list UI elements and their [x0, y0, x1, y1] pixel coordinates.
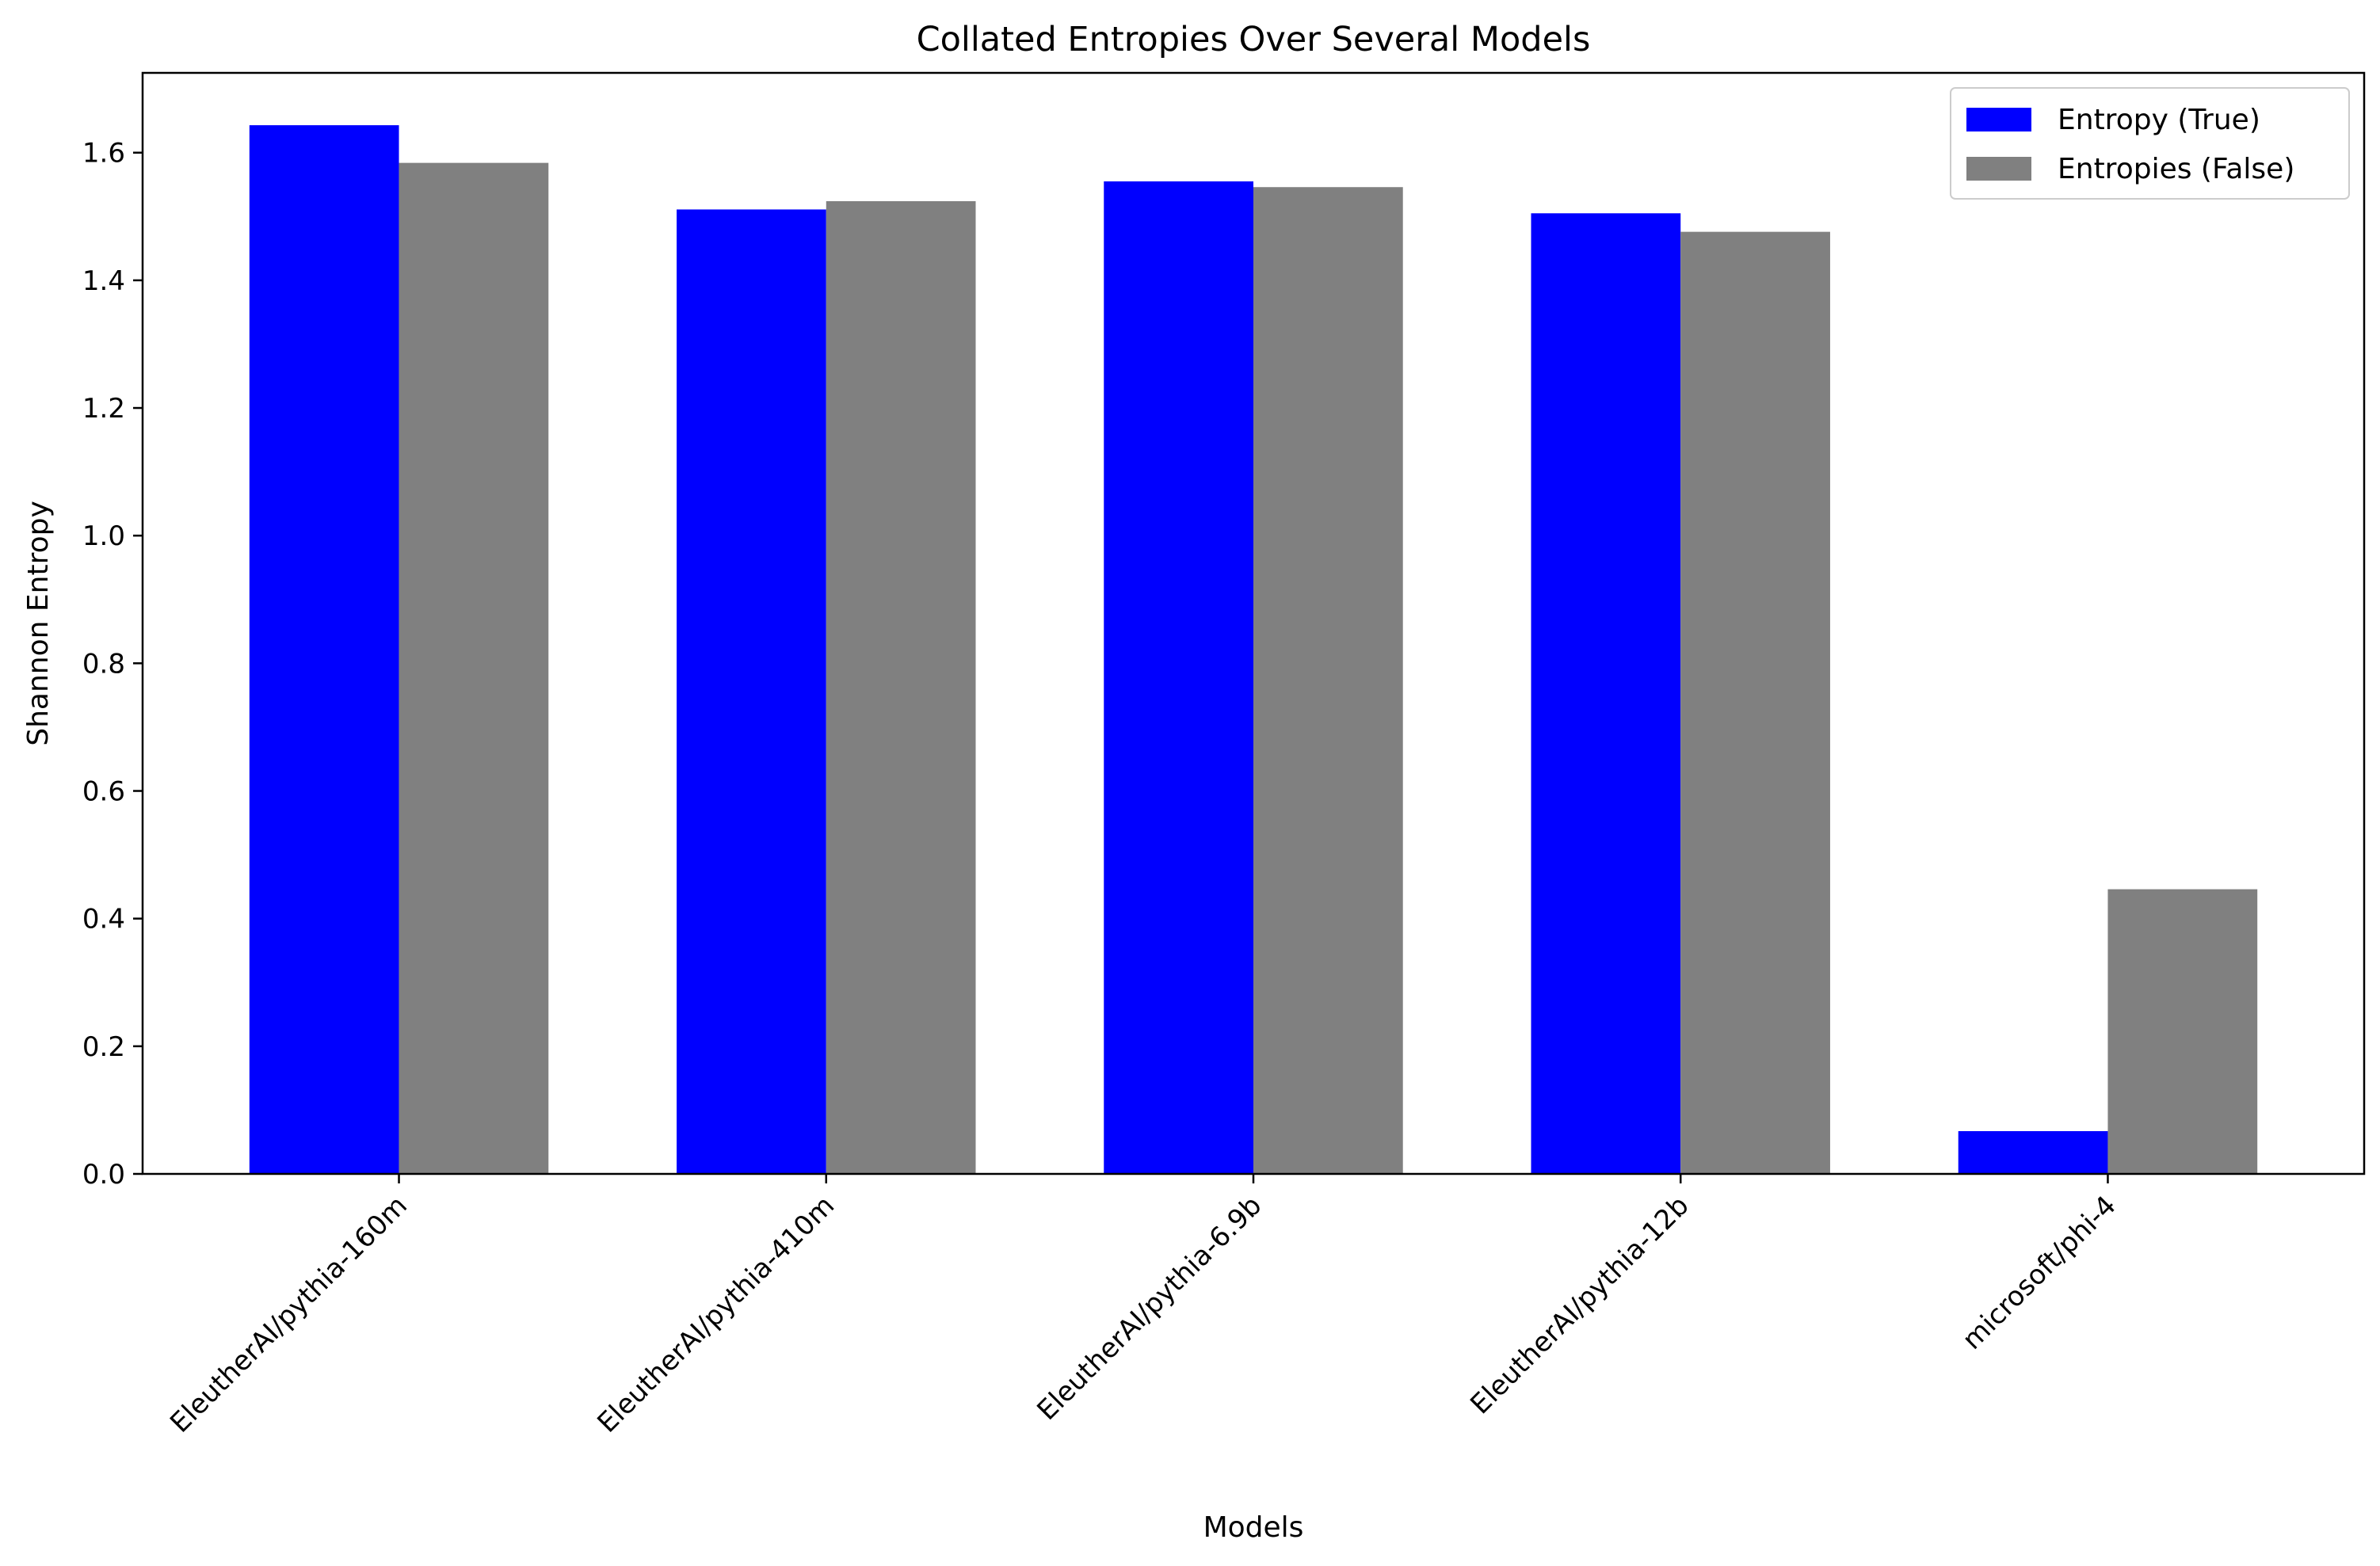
y-tick-label: 0.2: [82, 1031, 125, 1063]
bar-false-2: [1253, 187, 1403, 1175]
bar-true-0: [249, 125, 399, 1175]
bar-false-0: [399, 162, 549, 1174]
x-tick-label: microsoft/phi-4: [1956, 1190, 2123, 1356]
bar-true-1: [677, 209, 826, 1175]
legend-swatch: [1966, 108, 2031, 131]
bar-false-1: [826, 200, 976, 1174]
bar-true-3: [1531, 213, 1681, 1174]
legend-swatch: [1966, 157, 2031, 181]
legend: Entropy (True) Entropies (False): [1950, 87, 2350, 200]
y-tick-label: 0.6: [82, 776, 125, 808]
y-tick-label: 1.4: [82, 265, 125, 297]
bar-true-4: [1958, 1131, 2108, 1174]
bar-false-3: [1680, 231, 1830, 1175]
y-tick-label: 0.8: [82, 648, 125, 680]
x-axis-label: Models: [1203, 1511, 1304, 1544]
bars-group: [249, 125, 2258, 1175]
bar-false-4: [2107, 889, 2258, 1174]
x-axis: EleutherAI/pythia-160m EleutherAI/pythia-…: [164, 1174, 2123, 1439]
x-tick-label: EleutherAI/pythia-160m: [164, 1190, 414, 1439]
plot-frame: [141, 71, 2366, 1175]
x-tick-label: EleutherAI/pythia-6.9b: [1031, 1190, 1268, 1427]
legend-label: Entropies (False): [2058, 153, 2294, 185]
y-tick-label: 0.4: [82, 904, 125, 935]
legend-box: [1950, 87, 2350, 200]
x-tick-label: EleutherAI/pythia-410m: [591, 1190, 841, 1439]
y-tick-label: 0.0: [82, 1159, 125, 1191]
chart-title: Collated Entropies Over Several Models: [917, 20, 1591, 59]
y-tick-label: 1.0: [82, 520, 125, 552]
legend-label: Entropy (True): [2058, 104, 2260, 136]
y-tick-label: 1.2: [82, 393, 125, 425]
y-axis: 0.0 0.2 0.4 0.6 0.8 1.0 1.2 1.4 1.6: [82, 138, 143, 1191]
y-axis-label: Shannon Entropy: [22, 501, 55, 746]
bar-true-2: [1104, 181, 1253, 1175]
x-tick-label: EleutherAI/pythia-12b: [1464, 1190, 1695, 1420]
y-tick-label: 1.6: [82, 138, 125, 170]
